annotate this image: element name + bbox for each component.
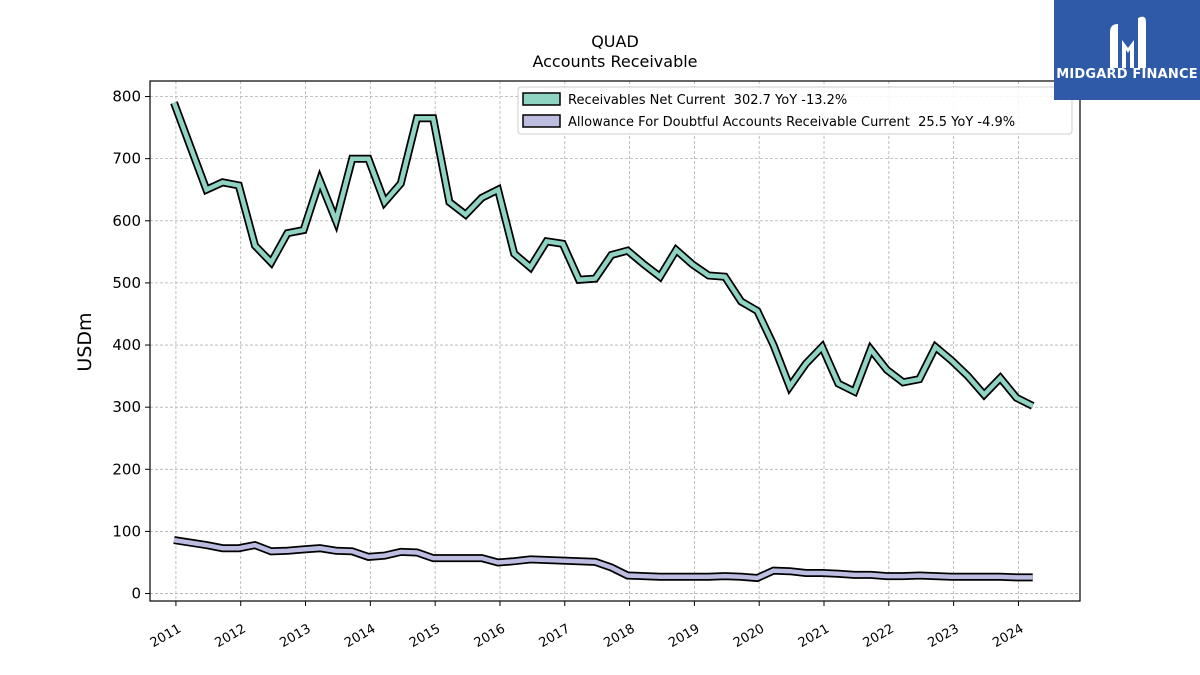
logo-mark-icon [1110, 16, 1146, 69]
x-tick-label: 2020 [731, 621, 767, 651]
x-axis: 2011 2012 2013 2014 2015 2016 2017 2018 2019 2020… [148, 601, 1026, 651]
x-tick-label: 2015 [407, 621, 443, 651]
y-tick-label: 200 [112, 460, 141, 478]
legend: Receivables Net Current 302.7 YoY -13.2%… [517, 86, 1073, 135]
plot-area-frame [149, 80, 1081, 602]
y-tick-label: 600 [112, 212, 141, 230]
y-tick-label: 100 [112, 522, 141, 540]
x-tick-label: 2014 [342, 621, 378, 651]
grid [150, 81, 1080, 601]
x-tick-label: 2023 [925, 621, 961, 651]
legend-label-receivables: Receivables Net Current 302.7 YoY -13.2% [568, 93, 847, 108]
series-outline [173, 536, 1033, 583]
y-tick-label: 0 [131, 585, 141, 603]
logo-text: MIDGARD FINANCE [1056, 67, 1198, 82]
series-lines [170, 101, 1035, 583]
y-axis: 0 100 200 300 400 500 600 700 800 [112, 88, 150, 603]
x-tick-label: 2013 [277, 621, 313, 651]
legend-swatch-receivables [522, 92, 561, 106]
y-tick-label: 800 [112, 88, 141, 106]
y-axis-label: USDm [74, 312, 96, 371]
y-tick-label: 500 [112, 274, 141, 292]
y-tick-label: 400 [112, 336, 141, 354]
y-tick-label: 700 [112, 150, 141, 168]
chart-title: QUAD [591, 32, 639, 51]
x-tick-label: 2019 [666, 621, 702, 651]
y-tick-label: 300 [112, 398, 141, 416]
chart-subtitle: Accounts Receivable [532, 52, 697, 71]
legend-box [517, 86, 1073, 135]
legend-swatch-allowance [522, 114, 561, 128]
x-tick-label: 2011 [148, 621, 184, 651]
x-tick-label: 2017 [537, 621, 573, 651]
x-tick-label: 2024 [990, 621, 1026, 651]
series-line [171, 101, 1034, 408]
legend-label-allowance: Allowance For Doubtful Accounts Receivab… [568, 115, 1015, 130]
series-outline [170, 101, 1035, 410]
x-tick-label: 2021 [796, 621, 832, 651]
x-tick-label: 2022 [861, 621, 897, 651]
x-tick-label: 2012 [213, 621, 249, 651]
series-line [173, 537, 1033, 581]
midgard-finance-logo: MIDGARD FINANCE [1054, 0, 1200, 100]
x-tick-label: 2018 [601, 621, 637, 651]
x-tick-label: 2016 [472, 621, 508, 651]
